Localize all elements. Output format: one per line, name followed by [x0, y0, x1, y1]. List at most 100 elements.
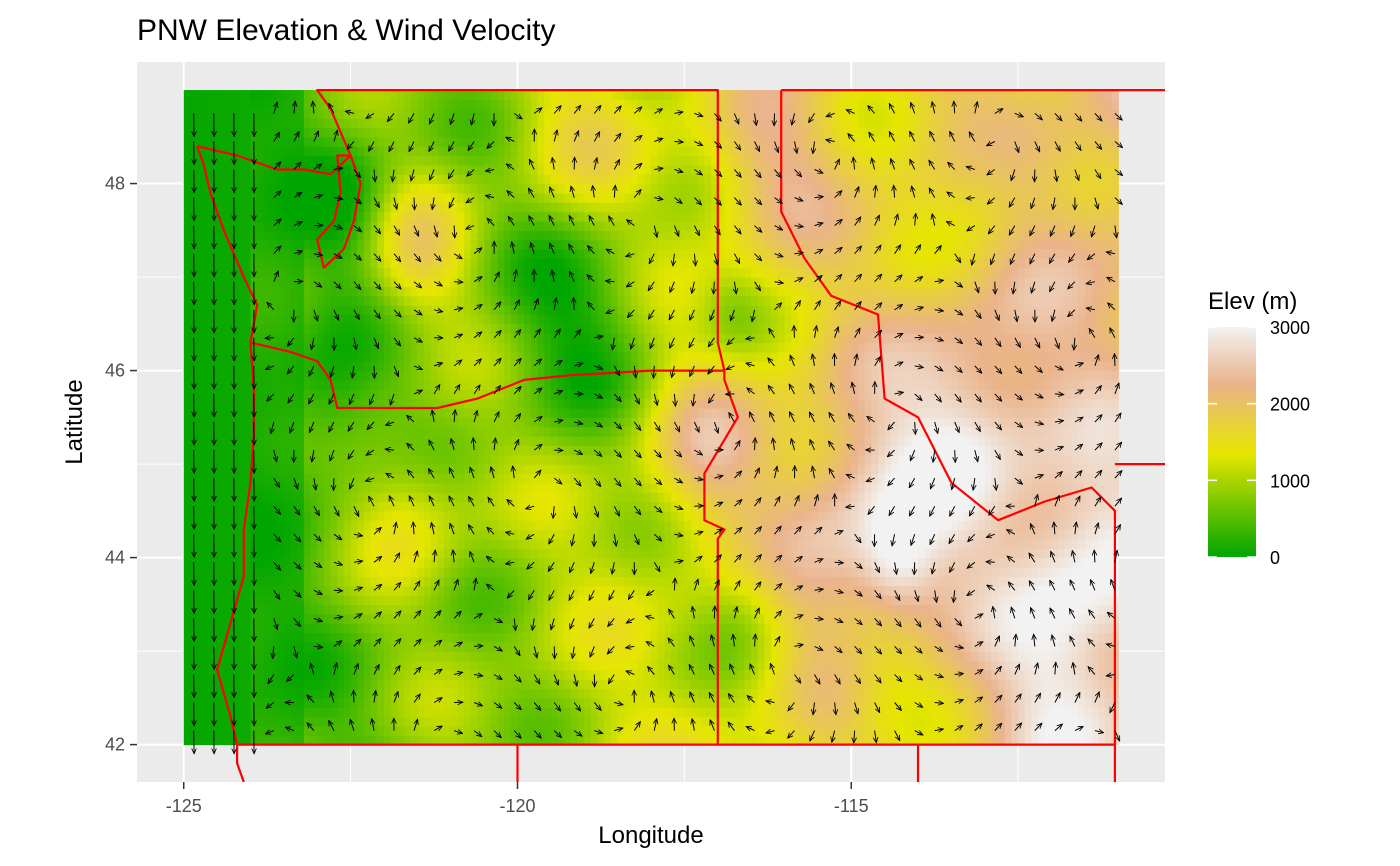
raster-cell [617, 342, 625, 353]
raster-cell [424, 538, 432, 549]
raster-cell [484, 585, 492, 596]
raster-cell [504, 164, 512, 175]
raster-cell [617, 249, 625, 259]
raster-cell [630, 660, 639, 671]
raster-cell [337, 136, 345, 147]
raster-cell [417, 482, 425, 493]
raster-cell [237, 155, 245, 166]
raster-cell [610, 492, 619, 503]
raster-cell [383, 267, 392, 278]
raster-cell [477, 632, 485, 643]
raster-cell [497, 501, 505, 512]
raster-cell [577, 249, 585, 259]
raster-cell [457, 632, 465, 643]
raster-cell [357, 501, 365, 512]
raster-cell [524, 725, 532, 736]
raster-cell [530, 548, 539, 559]
raster-cell [497, 174, 505, 185]
raster-cell [370, 183, 378, 194]
raster-cell [524, 417, 532, 428]
raster-cell [637, 174, 645, 185]
raster-cell [370, 501, 378, 512]
raster-cell [424, 211, 432, 222]
raster-cell [410, 594, 418, 605]
raster-cell [470, 239, 479, 250]
raster-cell [550, 220, 559, 231]
raster-cell [310, 725, 318, 736]
raster-cell [297, 510, 305, 521]
raster-cell [217, 314, 225, 325]
raster-cell [537, 407, 545, 418]
raster-cell [637, 576, 645, 587]
raster-cell [237, 660, 245, 671]
raster-cell [651, 323, 659, 334]
raster-cell [557, 538, 565, 549]
raster-cell [484, 249, 492, 259]
raster-cell [544, 679, 552, 690]
raster-cell [257, 548, 265, 559]
raster-cell [223, 660, 232, 671]
raster-cell [323, 407, 332, 418]
raster-cell [530, 333, 539, 344]
raster-cell [410, 725, 418, 736]
raster-cell [397, 108, 405, 119]
raster-cell [564, 323, 572, 334]
raster-cell [404, 501, 412, 512]
raster-cell [484, 99, 492, 110]
raster-cell [370, 286, 378, 297]
raster-cell [624, 136, 632, 147]
raster-cell [217, 501, 225, 512]
raster-cell [317, 548, 325, 559]
raster-cell [217, 510, 225, 521]
raster-cell [464, 136, 472, 147]
raster-cell [430, 99, 438, 110]
raster-cell [597, 576, 605, 587]
raster-cell [510, 211, 519, 222]
raster-cell [183, 651, 192, 662]
raster-cell [617, 566, 625, 577]
raster-cell [357, 127, 365, 138]
raster-cell [457, 548, 465, 559]
raster-cell [484, 398, 492, 409]
raster-cell [470, 370, 479, 381]
raster-cell [624, 707, 632, 718]
raster-cell [183, 557, 192, 568]
raster-cell [343, 538, 352, 549]
raster-cell [417, 473, 425, 484]
raster-cell [343, 389, 352, 400]
raster-cell [544, 492, 552, 503]
raster-cell [310, 155, 318, 166]
raster-cell [257, 277, 265, 288]
raster-cell [257, 492, 265, 503]
raster-cell [257, 613, 265, 624]
raster-cell [410, 454, 418, 465]
raster-cell [243, 249, 252, 259]
raster-cell [504, 669, 512, 680]
raster-cell [444, 725, 452, 736]
raster-cell [237, 538, 245, 549]
raster-cell [470, 679, 479, 690]
raster-cell [524, 585, 532, 596]
raster-cell [237, 613, 245, 624]
raster-cell [470, 230, 479, 241]
raster-cell [651, 211, 659, 222]
raster-cell [470, 510, 479, 521]
raster-cell [363, 454, 372, 465]
elevation-raster [183, 90, 1119, 746]
raster-cell [197, 286, 205, 297]
raster-cell [283, 174, 292, 185]
raster-cell [377, 361, 385, 372]
raster-cell [243, 651, 252, 662]
raster-cell [584, 295, 592, 306]
raster-cell [464, 333, 472, 344]
raster-cell [510, 594, 519, 605]
raster-cell [404, 277, 412, 288]
raster-cell [464, 314, 472, 325]
raster-cell [430, 146, 438, 157]
raster-cell [464, 697, 472, 708]
raster-cell [437, 136, 445, 147]
raster-cell [450, 707, 459, 718]
raster-cell [550, 286, 559, 297]
raster-cell [397, 529, 405, 540]
raster-cell [277, 725, 285, 736]
